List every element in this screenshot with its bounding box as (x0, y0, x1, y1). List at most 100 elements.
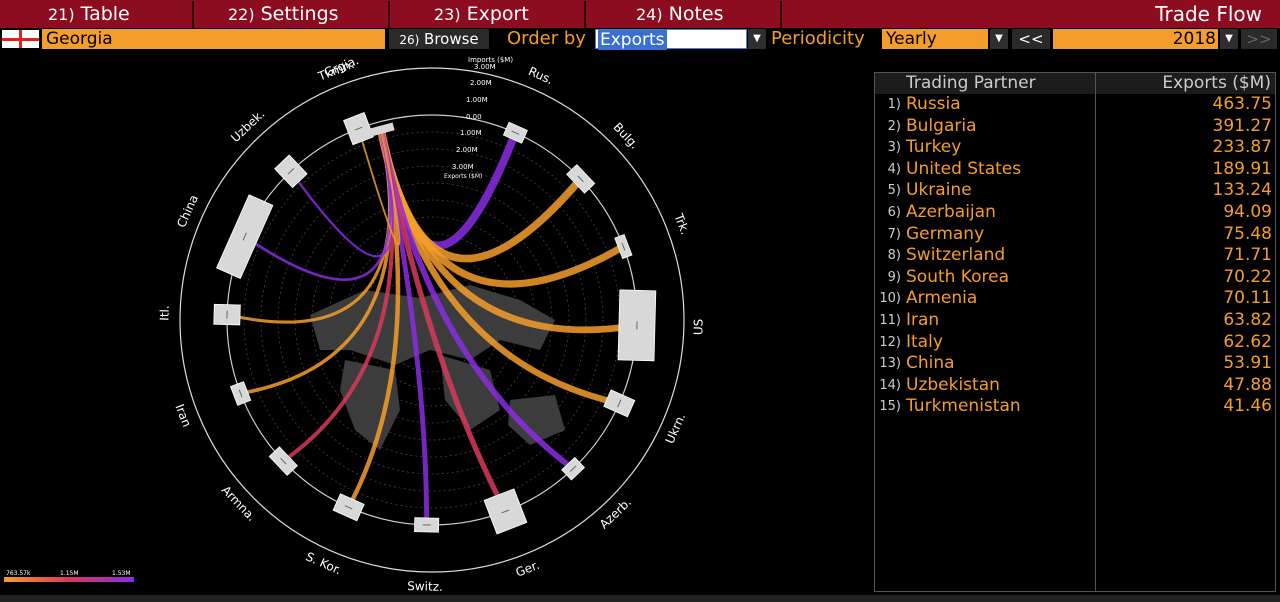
periodicity-label: Periodicity (771, 28, 865, 49)
status-bar (0, 595, 1280, 602)
partner-node[interactable] (561, 456, 586, 481)
menu-table-button[interactable]: 21) Table (0, 1, 194, 28)
menu-settings-button[interactable]: 22) Settings (196, 1, 390, 28)
partner-name: Switzerland (906, 245, 1006, 266)
georgia-flag-icon (2, 30, 39, 48)
partner-node[interactable] (216, 194, 274, 279)
partner-name: Uzbekistan (906, 374, 1000, 395)
row-index: 10) (879, 291, 901, 307)
partner-name: Turkmenistan (906, 396, 1021, 417)
table-row[interactable]: 6) Azerbaijan 94.09 (875, 202, 1275, 223)
row-index: 3) (887, 140, 901, 156)
country-field[interactable]: Georgia (42, 29, 385, 49)
year-field[interactable]: 2018 (1053, 29, 1218, 49)
table-row[interactable]: 5) Ukraine 133.24 (875, 180, 1275, 201)
exports-value: 71.71 (1223, 245, 1272, 266)
row-index: 13) (879, 356, 901, 372)
exports-value: 463.75 (1212, 94, 1272, 114)
grid-ring (277, 165, 587, 475)
partner-node[interactable] (414, 517, 440, 533)
flow-lines (226, 128, 638, 525)
order-by-select[interactable]: Exports (595, 29, 747, 50)
source-node-box (367, 122, 395, 137)
table-row[interactable]: 10) Armenia 70.11 (875, 288, 1275, 309)
partner-name: United States (906, 158, 1022, 179)
table-row[interactable]: 12) Italy 62.62 (875, 332, 1275, 353)
partner-name: Russia (906, 94, 961, 114)
year-dropdown-icon[interactable]: ▼ (1220, 29, 1238, 49)
menu-export-button[interactable]: 23) Export (392, 1, 586, 28)
partner-node[interactable] (483, 488, 528, 535)
prev-period-button[interactable]: << (1012, 29, 1050, 49)
table-row[interactable]: 1) Russia 463.75 (875, 94, 1275, 115)
menu-item-number: 24) (636, 5, 663, 24)
exports-axis-label: Exports ($M) (444, 173, 482, 180)
partner-label: China (174, 193, 201, 230)
table-row[interactable]: 8) Switzerland 71.71 (875, 245, 1275, 266)
scale-tick-label: 1.00M (460, 129, 482, 137)
table-row[interactable]: 3) Turkey 233.87 (875, 137, 1275, 158)
partner-label: Rus. (526, 64, 555, 87)
exports-column-header[interactable]: Exports ($M) (1162, 73, 1271, 93)
flow-line (357, 128, 401, 246)
browse-button[interactable]: 26) Browse (389, 29, 489, 49)
table-row[interactable]: 4) United States 189.91 (875, 159, 1275, 180)
order-by-dropdown-icon[interactable]: ▼ (748, 29, 766, 49)
partner-node-tick (287, 168, 295, 175)
partner-name: Armenia (906, 288, 978, 309)
legend-min-label: 763.57k (6, 570, 31, 577)
menu-item-number: 22) (228, 5, 255, 24)
column-divider (1095, 73, 1096, 591)
partner-name: Ukraine (906, 180, 972, 201)
exports-value: 70.11 (1223, 288, 1272, 309)
partner-node[interactable] (274, 154, 308, 189)
partner-node[interactable] (229, 381, 252, 406)
menu-item-number: 21) (48, 5, 75, 24)
table-row[interactable]: 13) China 53.91 (875, 353, 1275, 374)
partner-node-tick (501, 509, 510, 514)
partner-node[interactable] (617, 289, 657, 362)
partner-node[interactable] (268, 446, 298, 476)
partner-label: Itl. (157, 305, 171, 321)
partner-node[interactable] (343, 112, 374, 146)
menu-notes-button[interactable]: 24) Notes (588, 1, 782, 28)
row-index: 2) (887, 118, 901, 134)
exports-value: 75.48 (1223, 223, 1272, 244)
partner-label: US (691, 319, 705, 336)
outer-ring (179, 67, 685, 573)
source-node[interactable] (367, 122, 395, 137)
periodicity-select[interactable]: Yearly (882, 29, 988, 49)
partner-node[interactable] (566, 164, 596, 194)
menu-bar: 21) Table 22) Settings 23) Export 24) Notes … (0, 0, 1280, 28)
partner-node[interactable] (614, 233, 633, 260)
partner-node[interactable] (332, 493, 365, 522)
table-row[interactable]: 15) Turkmenistan 41.46 (875, 396, 1275, 417)
table-row[interactable]: 7) Germany 75.48 (875, 224, 1275, 245)
partner-name: Turkey (906, 137, 962, 158)
row-index: 8) (887, 248, 901, 264)
next-period-button[interactable]: >> (1241, 29, 1277, 49)
menu-item-label: Notes (668, 3, 724, 25)
exports-value: 133.24 (1212, 180, 1272, 201)
row-index: 5) (887, 183, 901, 199)
partner-node[interactable] (603, 389, 636, 418)
partner-name: Italy (906, 331, 943, 352)
table-row[interactable]: 2) Bulgaria 391.27 (875, 116, 1275, 137)
row-index: 9) (887, 269, 901, 285)
table-row[interactable]: 14) Uzbekistan 47.88 (875, 375, 1275, 396)
table-row[interactable]: 9) South Korea 70.22 (875, 267, 1275, 288)
browse-label: Browse (424, 30, 479, 48)
periodicity-dropdown-icon[interactable]: ▼ (990, 29, 1008, 49)
row-index: 7) (887, 226, 901, 242)
toolbar: Georgia 26) Browse Order by Exports ▼ Pe… (0, 28, 1280, 50)
partner-node[interactable] (502, 121, 528, 144)
partner-label: Ukrn. (663, 411, 689, 446)
grid-ring (328, 216, 536, 424)
partner-node-tick (354, 126, 363, 131)
partner-column-header[interactable]: Trading Partner (906, 73, 1036, 93)
exports-value: 41.46 (1223, 396, 1272, 417)
scale-tick-label: 1.00M (466, 96, 488, 104)
partner-node[interactable] (213, 303, 241, 326)
table-row[interactable]: 11) Iran 63.82 (875, 310, 1275, 331)
